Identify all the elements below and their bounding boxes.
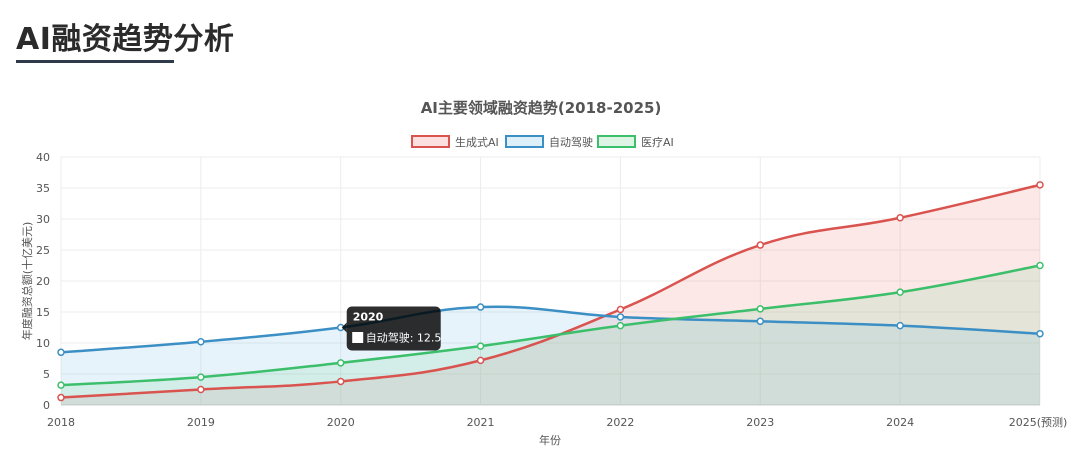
data-point xyxy=(1036,261,1044,270)
series-fill-2 xyxy=(61,265,1040,405)
legend-label: 医疗AI xyxy=(641,135,674,149)
series-line-1 xyxy=(60,305,1041,354)
x-tick-label: 2023 xyxy=(746,416,774,429)
y-tick-label: 30 xyxy=(36,213,50,226)
data-point xyxy=(616,321,625,330)
title-underline xyxy=(16,60,174,63)
series-lines xyxy=(60,183,1041,399)
data-point xyxy=(197,373,205,381)
series-fills xyxy=(61,184,1040,405)
series-fill-0 xyxy=(61,184,1040,405)
series-fill-1 xyxy=(61,306,1040,405)
y-tick-label: 20 xyxy=(36,275,50,288)
x-axis-ticks: 2018 2019 2020 2021 2022 2023 2024 2025(预测) xyxy=(47,416,1067,429)
tooltip-title: 2020 xyxy=(353,311,384,324)
x-tick-label: 2018 xyxy=(47,416,75,429)
legend-swatch xyxy=(411,135,450,148)
x-tick-label: 2021 xyxy=(467,416,495,429)
x-tick-label: 2020 xyxy=(327,416,355,429)
data-point xyxy=(336,359,345,367)
data-point xyxy=(1036,329,1044,338)
tooltip-swatch xyxy=(352,332,364,343)
chart-tooltip: 2020 自动驾驶: 12.5 xyxy=(341,306,442,351)
chart-title: AI主要领域融资趋势(2018-2025) xyxy=(421,99,662,117)
data-point xyxy=(616,305,625,314)
x-tick-label: 2024 xyxy=(886,416,914,429)
data-point xyxy=(896,214,904,222)
y-tick-label: 10 xyxy=(36,337,50,350)
chart-legend: 生成式AI 自动驾驶 医疗AI xyxy=(411,135,674,149)
data-point xyxy=(57,348,65,357)
data-point xyxy=(616,313,625,321)
data-point xyxy=(197,338,205,346)
x-tick-label: 2019 xyxy=(187,416,215,429)
legend-swatch xyxy=(505,135,544,148)
tooltip-box xyxy=(346,306,441,351)
page-title: AI融资趋势分析 xyxy=(16,22,235,57)
series-points xyxy=(57,181,1044,402)
x-axis-title: 年份 xyxy=(539,433,561,447)
y-tick-label: 35 xyxy=(36,182,50,195)
y-tick-label: 5 xyxy=(43,368,50,381)
tooltip-caret xyxy=(341,322,347,333)
data-point xyxy=(756,305,765,313)
data-point xyxy=(896,321,904,330)
series-line-2 xyxy=(60,264,1041,387)
x-tick-label: 2025(预测) xyxy=(1009,416,1068,429)
data-point xyxy=(476,342,485,350)
data-point xyxy=(476,303,485,311)
legend-label: 生成式AI xyxy=(455,135,499,149)
y-tick-label: 0 xyxy=(43,399,50,412)
y-axis-ticks: 0 5 10 15 20 25 30 35 40 xyxy=(36,151,50,412)
y-tick-label: 15 xyxy=(36,306,50,319)
y-axis-title: 年度融资总额(十亿美元) xyxy=(20,222,34,341)
legend-label: 自动驾驶 xyxy=(549,135,593,149)
data-point xyxy=(197,385,205,394)
data-point xyxy=(1036,181,1044,189)
y-tick-label: 25 xyxy=(36,244,50,257)
data-point xyxy=(756,317,765,326)
legend-swatch xyxy=(597,135,636,148)
data-point xyxy=(57,393,65,402)
data-point xyxy=(57,381,65,389)
y-tick-label: 40 xyxy=(36,151,50,164)
data-point xyxy=(476,356,485,365)
data-point xyxy=(896,288,904,296)
tooltip-label: 自动驾驶: 12.5 xyxy=(366,331,442,345)
x-tick-label: 2022 xyxy=(606,416,634,429)
data-point xyxy=(336,377,345,386)
data-point xyxy=(756,241,765,249)
